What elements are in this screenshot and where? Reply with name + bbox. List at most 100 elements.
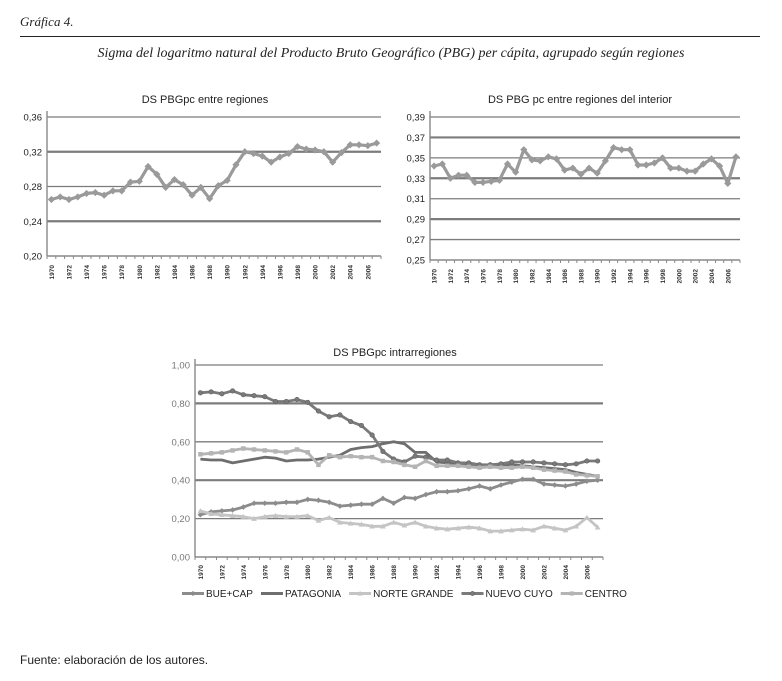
- legend-label: PATAGONIA: [285, 589, 341, 600]
- y-tick-label: 0,60: [172, 437, 191, 448]
- series-line: [200, 509, 599, 533]
- x-tick-label: 1992: [242, 265, 249, 280]
- chart-entre-regiones: DS PBGpc entre regiones 0,36 0,32 0,28 0,24 0…: [24, 94, 382, 280]
- data-point: [214, 182, 222, 190]
- data-point: [179, 181, 187, 189]
- y-tick-label: 0,37: [407, 133, 426, 144]
- data-point: [276, 153, 284, 161]
- data-point: [56, 193, 64, 201]
- x-tick-label: 1986: [562, 269, 569, 284]
- y-tick-label: 0,24: [24, 217, 43, 228]
- data-point: [311, 146, 319, 154]
- data-point: [423, 491, 429, 498]
- data-point: [479, 178, 487, 186]
- x-tick-label: 1982: [327, 565, 334, 580]
- x-tick-label: 1984: [172, 265, 179, 280]
- legend-label: NORTE GRANDE: [373, 589, 454, 600]
- x-tick-label: 1994: [260, 265, 267, 280]
- data-point: [240, 513, 247, 519]
- data-point: [74, 193, 82, 201]
- data-point: [153, 170, 161, 178]
- data-point: [380, 458, 386, 464]
- data-point: [444, 488, 451, 495]
- y-tick-label: 0,29: [407, 215, 426, 226]
- data-point: [541, 481, 547, 487]
- x-tick-label: 2004: [709, 269, 716, 284]
- data-point: [241, 446, 246, 451]
- data-point: [519, 476, 526, 483]
- x-tick-label: 1986: [190, 265, 197, 280]
- data-point: [509, 459, 515, 465]
- data-point: [326, 414, 332, 420]
- x-tick-label: 1974: [241, 565, 248, 580]
- legend-label: CENTRO: [585, 589, 627, 600]
- data-point: [552, 468, 557, 473]
- y-tick-label: 0,25: [407, 256, 426, 267]
- data-point: [355, 141, 363, 149]
- x-tick-label: 2004: [563, 565, 570, 580]
- data-point: [476, 483, 483, 489]
- data-point: [240, 504, 247, 510]
- data-point: [562, 462, 568, 468]
- data-point: [716, 162, 724, 170]
- x-tick-label: 1984: [348, 565, 355, 580]
- data-point: [337, 412, 343, 418]
- data-point: [283, 513, 290, 519]
- data-point: [369, 454, 375, 460]
- data-point: [562, 483, 569, 489]
- legend-item-patagonia: PATAGONIA: [260, 589, 341, 600]
- data-point: [412, 453, 418, 459]
- data-point: [285, 149, 293, 158]
- data-point: [541, 467, 547, 472]
- data-point: [434, 463, 439, 469]
- data-point: [512, 168, 520, 176]
- x-tick-label: 1988: [578, 269, 585, 284]
- data-point: [347, 520, 354, 526]
- data-point: [562, 527, 569, 533]
- x-tick-label: 1976: [481, 269, 488, 284]
- data-point: [584, 478, 590, 484]
- legend-marker: [190, 590, 196, 597]
- y-tick-label: 0,40: [172, 476, 191, 487]
- data-point: [208, 511, 214, 517]
- x-tick-label: 2002: [330, 265, 337, 280]
- data-point: [304, 496, 311, 503]
- x-tick-label: 1986: [370, 565, 377, 580]
- legend-item-bue-cap: BUE+CAP: [182, 589, 253, 600]
- data-point: [337, 149, 346, 157]
- data-point: [369, 432, 375, 438]
- x-tick-label: 1984: [546, 269, 553, 284]
- data-point: [544, 153, 552, 161]
- x-tick-label: 1974: [84, 265, 91, 280]
- data-point: [707, 155, 716, 163]
- data-point: [699, 160, 707, 168]
- data-point: [135, 177, 143, 185]
- data-point: [584, 514, 590, 520]
- data-point: [249, 149, 258, 158]
- x-tick-label: 1978: [497, 269, 504, 284]
- data-point: [261, 500, 268, 507]
- data-point: [302, 145, 310, 153]
- data-point: [326, 514, 333, 520]
- y-tick-label: 0,39: [407, 113, 426, 124]
- data-point: [230, 388, 236, 394]
- data-point: [258, 152, 266, 160]
- y-tick-label: 0,20: [172, 514, 191, 525]
- data-point: [232, 161, 240, 169]
- data-point: [251, 393, 257, 399]
- data-point: [423, 523, 429, 529]
- data-point: [412, 495, 418, 502]
- data-point: [337, 519, 343, 525]
- data-point: [208, 451, 214, 456]
- x-tick-label: 1982: [529, 269, 536, 284]
- x-tick-label: 1996: [644, 269, 651, 284]
- data-point: [326, 453, 332, 458]
- data-point: [541, 460, 547, 466]
- data-point: [364, 142, 372, 150]
- data-point: [337, 454, 343, 460]
- data-point: [724, 179, 732, 187]
- y-tick-label: 0,32: [24, 147, 43, 158]
- x-tick-label: 1972: [448, 269, 455, 284]
- data-point: [675, 164, 683, 172]
- data-point: [541, 523, 547, 529]
